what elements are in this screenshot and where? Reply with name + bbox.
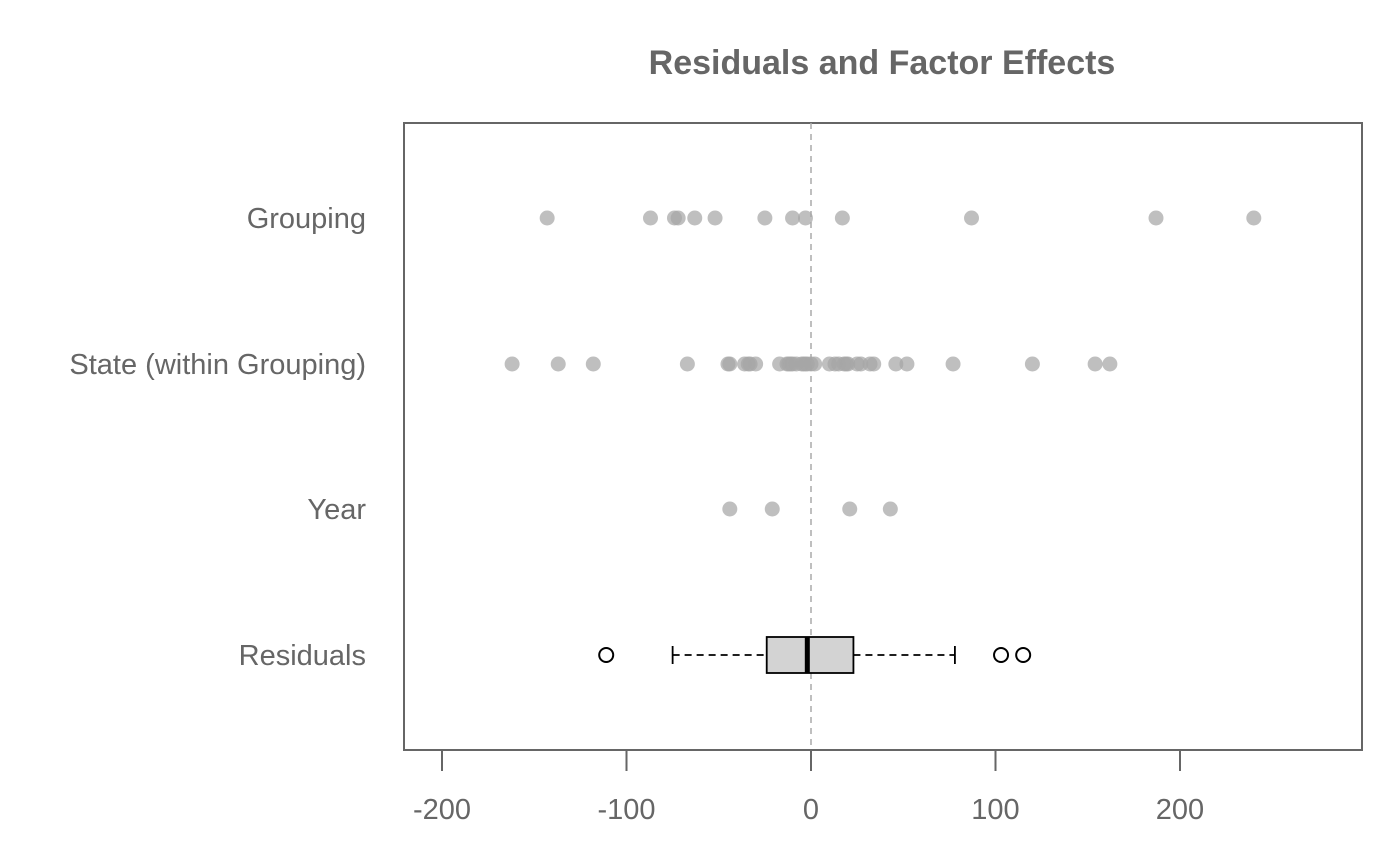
data-point: [785, 210, 801, 226]
data-point: [882, 501, 898, 517]
data-point: [842, 501, 858, 517]
category-label: Grouping: [247, 203, 366, 235]
category-labels: Grouping State (within Grouping) Year Resid…: [69, 203, 366, 672]
x-tick-label: 0: [803, 794, 819, 826]
outlier-point: [1015, 647, 1032, 663]
outlier-point: [993, 647, 1010, 663]
x-tick-label: -100: [597, 794, 655, 826]
data-point: [722, 501, 738, 517]
x-tick-label: 100: [971, 794, 1019, 826]
data-point: [748, 356, 764, 372]
category-label: Residuals: [239, 640, 366, 672]
data-point: [1148, 210, 1164, 226]
series-2: [722, 501, 898, 517]
x-tick-label: 200: [1156, 794, 1204, 826]
data-point: [797, 210, 813, 226]
data-point: [834, 210, 850, 226]
data-point: [945, 356, 961, 372]
data-point: [866, 356, 882, 372]
data-point: [1246, 210, 1262, 226]
data-point: [1087, 356, 1103, 372]
interquartile-box: [765, 636, 855, 674]
data-point: [888, 356, 904, 372]
data-point: [585, 356, 601, 372]
x-axis: -200 -100 0 100 200: [413, 749, 1204, 826]
data-point: [722, 356, 738, 372]
data-point: [642, 210, 658, 226]
x-tick-label: -200: [413, 794, 471, 826]
outlier-point: [598, 647, 615, 663]
data-point: [539, 210, 555, 226]
category-label: Year: [307, 494, 366, 526]
chart-title: Residuals and Factor Effects: [649, 44, 1116, 82]
series-1: [504, 356, 1118, 372]
data-point: [764, 501, 780, 517]
data-point: [1024, 356, 1040, 372]
data-point: [504, 356, 520, 372]
data-point: [687, 210, 703, 226]
data-point: [550, 356, 566, 372]
data-point: [670, 210, 686, 226]
data-point: [679, 356, 695, 372]
series-0: [539, 210, 1262, 226]
category-label: State (within Grouping): [69, 349, 366, 381]
data-point: [1102, 356, 1118, 372]
data-point: [807, 356, 823, 372]
residuals-boxplot: [598, 636, 1032, 674]
data-point: [964, 210, 980, 226]
effect-points: [504, 210, 1262, 517]
data-point: [899, 356, 915, 372]
data-point: [707, 210, 723, 226]
data-point: [757, 210, 773, 226]
